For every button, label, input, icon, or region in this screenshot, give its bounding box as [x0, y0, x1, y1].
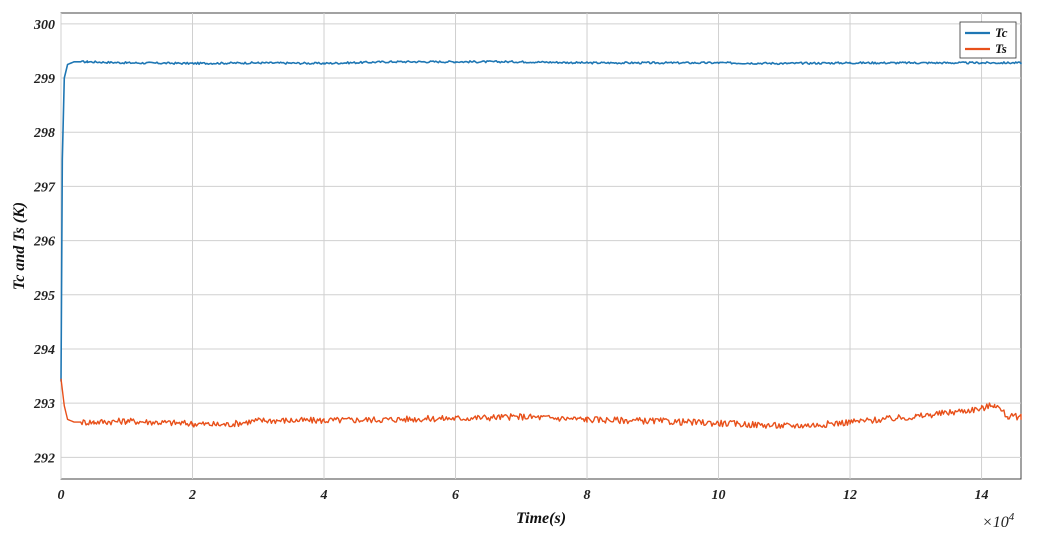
legend: Tc Ts — [959, 21, 1017, 59]
y-tick-label: 294 — [33, 343, 55, 358]
x-tick-label: 4 — [320, 488, 328, 503]
y-tick-label: 296 — [33, 235, 55, 250]
x-axis-multiplier: ×104 — [982, 511, 1015, 531]
y-tick-label: 300 — [33, 18, 55, 33]
x-axis-multiplier-exponent: 4 — [1009, 511, 1015, 523]
legend-label-ts: Ts — [995, 41, 1007, 56]
x-tick-label: 2 — [188, 488, 196, 503]
legend-box — [959, 21, 1017, 59]
series-line-tc — [60, 60, 1022, 382]
series-line-ts — [60, 378, 1022, 429]
x-tick-label: 10 — [712, 488, 726, 503]
x-tick-label: 8 — [584, 488, 591, 503]
plot-area — [60, 12, 1022, 480]
grid — [60, 13, 1021, 479]
series-lines — [60, 60, 1022, 429]
legend-label-tc: Tc — [995, 25, 1008, 40]
y-tick-label: 298 — [33, 126, 55, 141]
x-tick-label: 12 — [843, 488, 857, 503]
x-tick-label: 0 — [58, 488, 65, 503]
y-tick-label: 297 — [33, 180, 56, 195]
y-tick-label: 295 — [33, 289, 55, 304]
tick-labels: 0 2 4 6 8 10 12 14 292 293 294 295 296 297 298 299 300 — [33, 18, 989, 503]
y-tick-label: 293 — [33, 397, 55, 412]
y-tick-label: 299 — [33, 72, 55, 87]
x-tick-label: 14 — [975, 488, 989, 503]
x-axis-multiplier-base: ×10 — [982, 514, 1009, 531]
y-axis-label: Tc and Ts (K) — [11, 202, 28, 290]
x-axis-label: Time(s) — [516, 510, 566, 527]
y-tick-label: 292 — [33, 451, 55, 466]
x-tick-label: 6 — [452, 488, 459, 503]
